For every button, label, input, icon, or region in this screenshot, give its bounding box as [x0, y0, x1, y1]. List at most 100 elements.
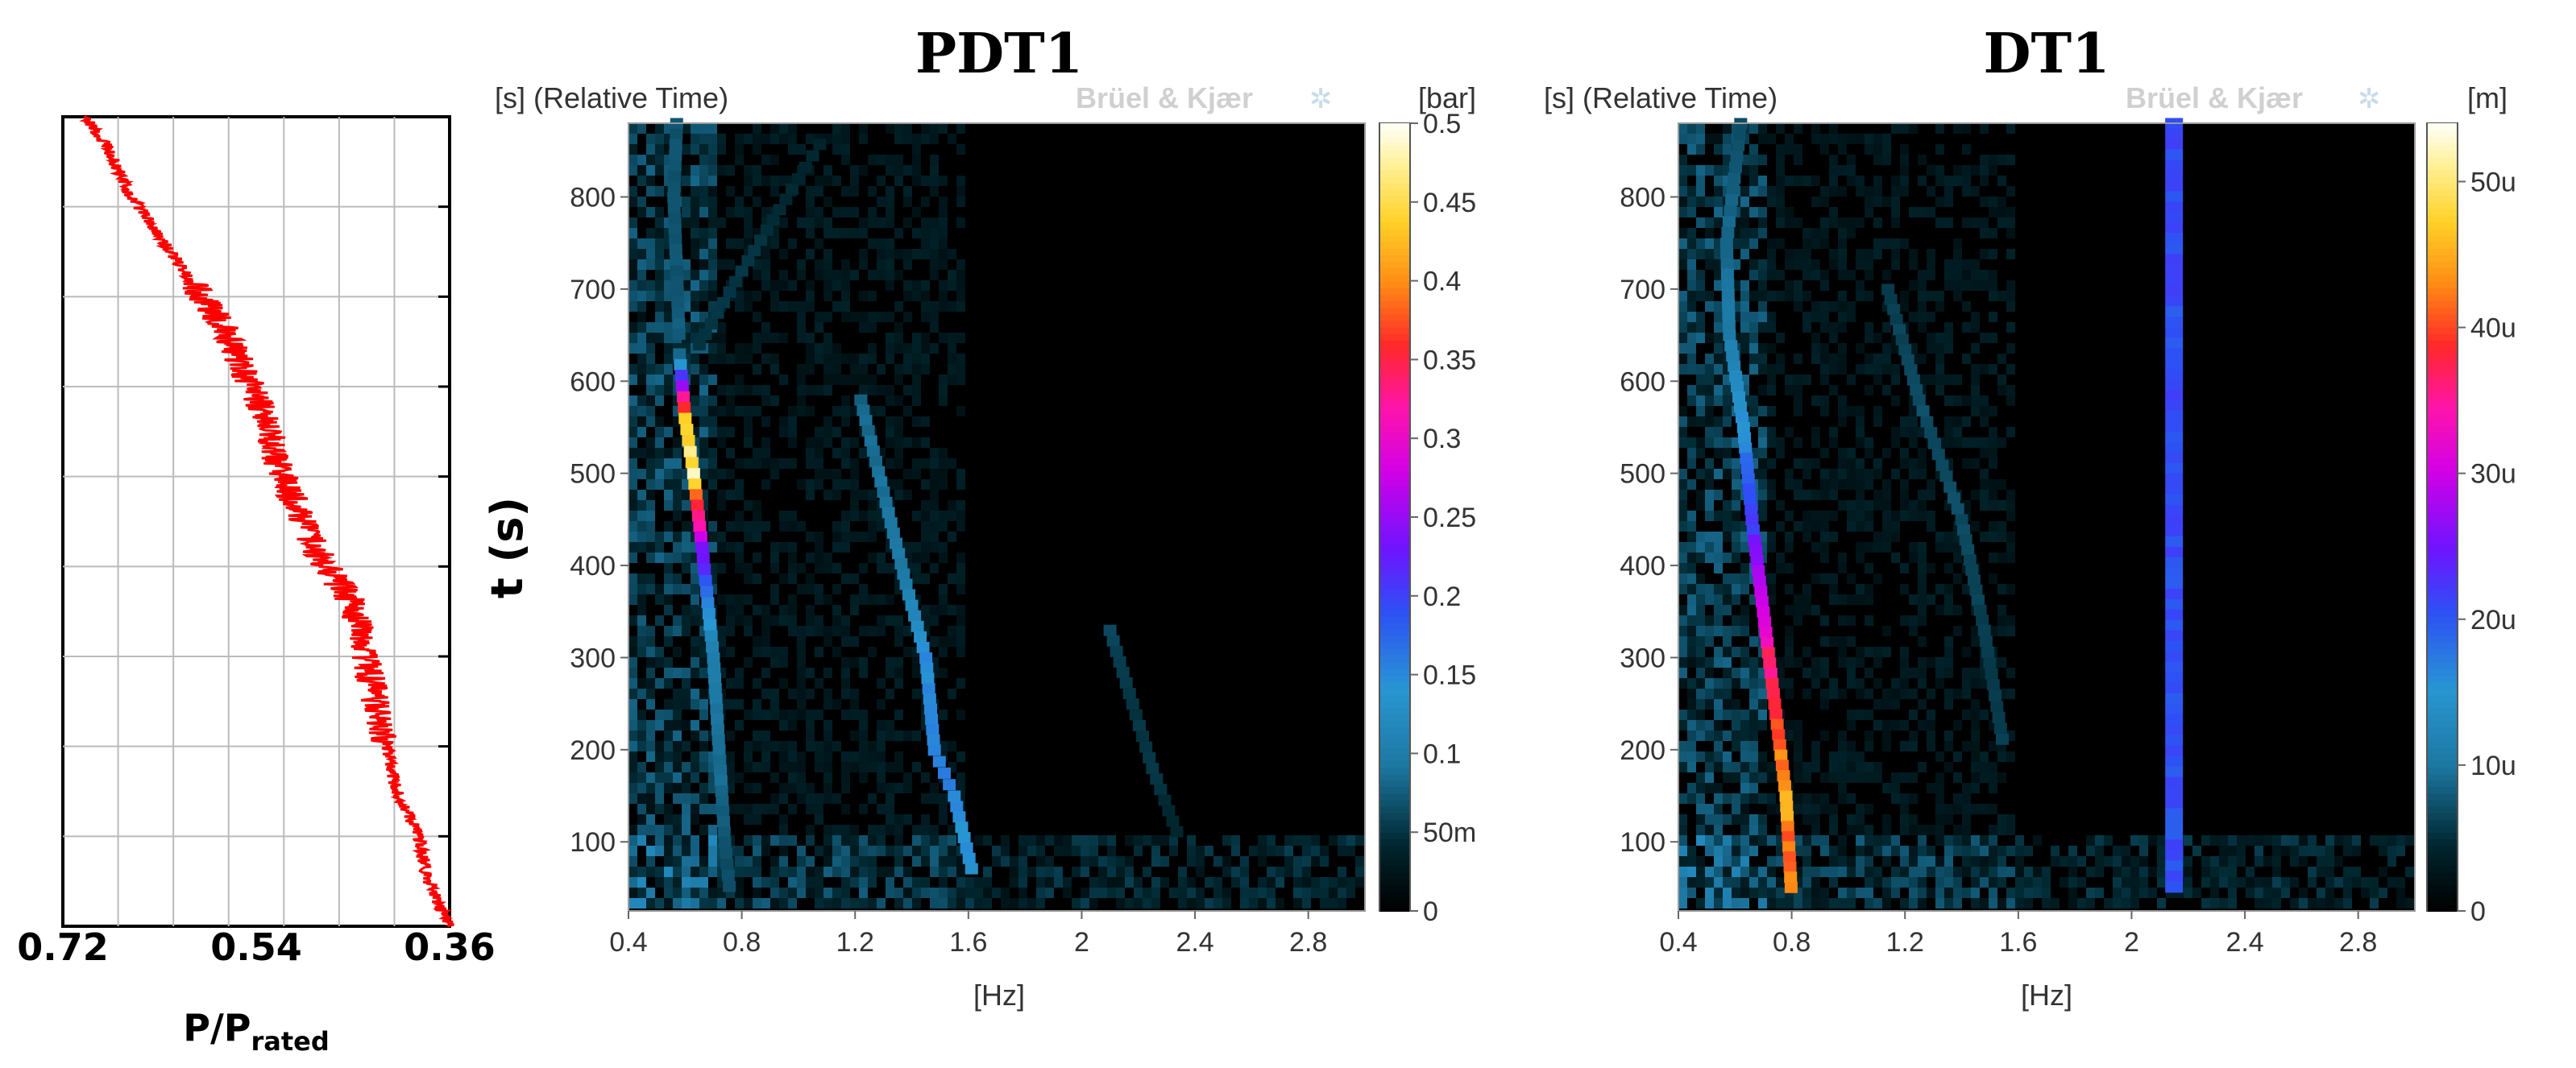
colorbar-segment	[1380, 595, 1409, 603]
spectrogram-noise-cell	[628, 751, 637, 762]
spectrogram-noise-cell	[761, 448, 770, 458]
spectrogram-noise-cell	[956, 469, 965, 479]
spectrogram-noise-cell	[1678, 123, 1687, 134]
pdt1-x-ticks: 0.4 0.8 1.2 1.6 2 2.4 2.8	[609, 911, 1327, 958]
spectrogram-noise-cell	[1705, 772, 1714, 783]
spectrogram-noise-cell	[628, 123, 637, 134]
spectrogram-noise-cell	[682, 479, 691, 490]
spectrogram-noise-cell	[1758, 155, 1767, 165]
spectrogram-noise-cell	[770, 710, 779, 720]
spectrogram-noise-cell	[628, 416, 637, 427]
spectrogram-noise-cell	[2024, 898, 2033, 909]
spectrogram-track-cell	[1122, 688, 1136, 700]
colorbar-segment	[2428, 339, 2457, 348]
spectrogram-noise-cell	[1714, 835, 1723, 846]
spectrogram-noise-cell	[744, 500, 753, 511]
spectrogram-noise-cell	[2068, 867, 2077, 877]
spectrogram-noise-cell	[1856, 678, 1865, 689]
colorbar-segment	[2428, 300, 2457, 308]
spectrogram-track-cell	[1935, 459, 1949, 471]
spectrogram-track-cell	[1973, 604, 1987, 616]
spectrogram-noise-cell	[2130, 856, 2139, 867]
spectrogram-noise-cell	[948, 354, 956, 364]
spectrogram-noise-cell	[939, 793, 948, 804]
spectrogram-noise-cell	[637, 793, 646, 804]
spectrogram-noise-cell	[1989, 877, 1997, 888]
spectrogram-noise-cell	[1802, 877, 1811, 888]
spectrogram-noise-cell	[921, 500, 930, 511]
spectrogram-noise-cell	[682, 783, 691, 793]
spectrogram-noise-cell	[761, 458, 770, 469]
spectrogram-noise-cell	[1740, 333, 1749, 343]
spectrogram-noise-cell	[788, 877, 797, 888]
spectrogram-noise-cell	[1723, 867, 1732, 877]
spectrogram-noise-cell	[1678, 573, 1687, 584]
spectrogram-noise-cell	[1900, 877, 1909, 888]
spectrogram-noise-cell	[1953, 259, 1962, 270]
spectrogram-noise-cell	[628, 772, 637, 783]
spectrogram-noise-cell	[1909, 553, 1918, 563]
spectrogram-noise-cell	[761, 416, 770, 427]
spectrogram-noise-cell	[1935, 197, 1944, 207]
spectrogram-noise-cell	[1909, 437, 1918, 448]
spectrogram-noise-cell	[655, 542, 664, 553]
spectrogram-noise-cell	[850, 500, 859, 511]
spectrogram-noise-cell	[1758, 259, 1767, 270]
spectrogram-noise-cell	[1785, 689, 1794, 699]
spectrogram-noise-cell	[806, 626, 815, 636]
spectrogram-noise-cell	[646, 259, 655, 270]
spectrogram-track-cell	[2165, 525, 2184, 537]
spectrogram-noise-cell	[912, 134, 921, 144]
spectrogram-noise-cell	[2024, 867, 2033, 877]
spectrogram-noise-cell	[1865, 615, 1873, 626]
spectrogram-track-cell	[1924, 427, 1938, 439]
spectrogram-track-cell	[2165, 170, 2184, 182]
spectrogram-noise-cell	[664, 783, 673, 793]
spectrogram-noise-cell	[788, 521, 797, 532]
spectrogram-noise-cell	[1723, 395, 1732, 406]
spectrogram-noise-cell	[699, 741, 708, 751]
spectrogram-noise-cell	[1749, 207, 1758, 217]
pdt1-watermark-icon: ✲	[1309, 84, 1333, 114]
spectrogram-noise-cell	[708, 249, 717, 259]
spectrogram-noise-cell	[1953, 416, 1962, 427]
colorbar-segment	[2428, 615, 2457, 623]
spectrogram-track-cell	[716, 795, 729, 807]
spectrogram-noise-cell	[770, 364, 779, 375]
spectrogram-noise-cell	[832, 270, 841, 280]
spectrogram-noise-cell	[761, 898, 770, 909]
spectrogram-noise-cell	[1687, 385, 1696, 395]
spectrogram-noise-cell	[1900, 458, 1909, 469]
spectrogram-noise-cell	[859, 134, 868, 144]
spectrogram-noise-cell	[1678, 322, 1687, 333]
spectrogram-noise-cell	[1838, 898, 1847, 909]
spectrogram-noise-cell	[912, 333, 921, 343]
spectrogram-noise-cell	[788, 563, 797, 573]
spectrogram-noise-cell	[770, 647, 779, 657]
spectrogram-noise-cell	[691, 668, 699, 678]
spectrogram-noise-cell	[1687, 479, 1696, 490]
spectrogram-noise-cell	[708, 333, 717, 343]
spectrogram-noise-cell	[761, 385, 770, 395]
spectrogram-noise-cell	[1989, 207, 1997, 217]
spectrogram-noise-cell	[1980, 751, 1989, 762]
spectrogram-noise-cell	[806, 605, 815, 615]
spectrogram-track-cell	[1777, 770, 1790, 782]
spectrogram-noise-cell	[859, 228, 868, 238]
spectrogram-noise-cell	[779, 301, 788, 312]
spectrogram-noise-cell	[939, 259, 948, 270]
spectrogram-noise-cell	[1838, 354, 1847, 364]
spectrogram-noise-cell	[1687, 553, 1696, 563]
spectrogram-noise-cell	[2396, 846, 2405, 856]
spectrogram-track-cell	[2165, 839, 2184, 851]
spectrogram-noise-cell	[1997, 626, 2006, 636]
spectrogram-noise-cell	[655, 375, 664, 385]
spectrogram-noise-cell	[1918, 563, 1927, 573]
spectrogram-noise-cell	[1687, 416, 1696, 427]
spectrogram-noise-cell	[1962, 500, 1971, 511]
spectrogram-noise-cell	[770, 772, 779, 783]
spectrogram-noise-cell	[1758, 668, 1767, 678]
spectrogram-noise-cell	[1829, 333, 1838, 343]
spectrogram-noise-cell	[1918, 511, 1927, 521]
spectrogram-noise-cell	[1276, 867, 1284, 877]
